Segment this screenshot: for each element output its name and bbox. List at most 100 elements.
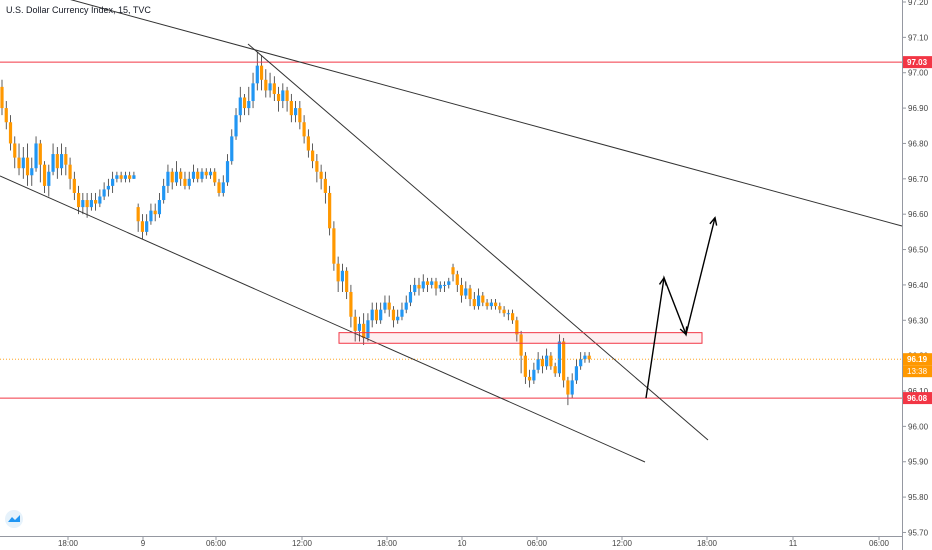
candle-body [64,154,68,165]
tradingview-logo-icon[interactable] [5,510,23,528]
candle-body [38,143,42,165]
candle-body [293,108,298,116]
candle-body [8,122,13,144]
candle-body [574,366,579,381]
candle-body [30,168,34,176]
candle-body [430,281,434,285]
candle-body [115,175,119,179]
candle-body [332,228,336,264]
y-tick-label: 97.10 [908,33,929,42]
candle-body [340,270,344,282]
candle-body [532,369,536,381]
candle-body [400,309,404,317]
candle-body [349,291,353,317]
candle-body [191,171,196,179]
trendline-layer[interactable] [0,0,903,463]
candle-body [217,182,221,193]
x-tick-label: 18:00 [697,539,718,548]
candle-body [208,171,213,176]
candle-body [94,200,98,204]
candle-body [421,281,425,289]
candle-body [268,83,272,91]
current-price-label-bg [903,353,932,366]
candle-body [587,355,591,360]
candle-body [391,309,396,321]
y-tick-label: 95.80 [908,493,929,502]
candle-body [276,93,281,102]
candle-body [311,150,315,162]
countdown-label: 13:38 [907,367,928,376]
candle-body [438,284,442,289]
x-tick-label: 06:00 [869,539,890,548]
resistance-price-label: 97.03 [907,58,928,67]
y-tick-label: 96.80 [908,139,929,148]
x-tick-label: 12:00 [612,539,633,548]
descending-trendline [247,43,709,441]
candle-body [345,270,349,292]
candle-body [370,309,374,321]
candle-body [459,284,464,296]
projection-arrow-path [645,217,716,399]
candle-body [549,355,553,367]
candle-body [21,157,25,169]
candle-body [289,101,293,116]
x-tick-label: 06:00 [527,539,548,548]
candle-body [68,164,72,179]
y-tick-label: 96.60 [908,210,929,219]
candle-body [523,355,527,377]
candle-body [55,154,59,169]
y-tick-label: 97.00 [908,69,929,78]
candle-body [264,79,268,91]
x-tick-label: 9 [141,539,146,548]
candle-body [562,341,566,381]
candle-body [111,178,115,186]
candle-body [506,313,510,315]
upper-channel-line [70,0,903,227]
candle-body [200,171,204,179]
candle-body [408,291,413,303]
x-axis: 18:00 9 06:00 12:00 18:00 10 06:00 12:00 18:00 11… [0,536,902,548]
candle-body [455,274,459,285]
x-tick-label: 11 [789,539,798,548]
y-tick-label: 96.30 [908,316,929,325]
x-tick-label: 18:00 [377,539,398,548]
candle-body [315,161,319,172]
candle-body [162,185,166,201]
candle-body [234,115,238,137]
candle-body [98,196,102,204]
candle-body [566,380,570,395]
candle-body [76,192,81,208]
current-price-label: 96.19 [907,355,928,364]
y-axis: 97.20 97.10 97.00 96.90 96.80 96.70 96.60 96.50… [902,0,929,550]
candle-body [153,210,157,215]
candle-body [417,284,421,289]
chart-title: U.S. Dollar Currency Index, 15, TVC [6,5,151,15]
x-tick-label: 06:00 [206,539,227,548]
candle-body [383,302,387,310]
candle-body [81,200,85,208]
candle-body [570,380,574,395]
candle-body [149,210,153,222]
candle-body [472,299,476,307]
candle-body [85,200,89,208]
y-tick-label: 96.40 [908,281,929,290]
y-tick-label: 96.00 [908,422,929,431]
candle-body [132,175,136,179]
candle-body [230,136,234,162]
candle-body [42,164,47,186]
candle-body [579,359,583,367]
candle-body [196,171,200,179]
candle-body [540,359,544,367]
y-tick-label: 95.90 [908,458,929,467]
candle-body [498,306,502,310]
candle-body [47,171,51,186]
candle-body [528,376,532,381]
candle-body [511,313,515,321]
candle-body [183,178,187,186]
candle-body [557,341,562,374]
candle-body [396,316,400,321]
y-tick-label: 96.10 [908,387,929,396]
candle-body [166,171,170,186]
candle-body [502,309,506,314]
